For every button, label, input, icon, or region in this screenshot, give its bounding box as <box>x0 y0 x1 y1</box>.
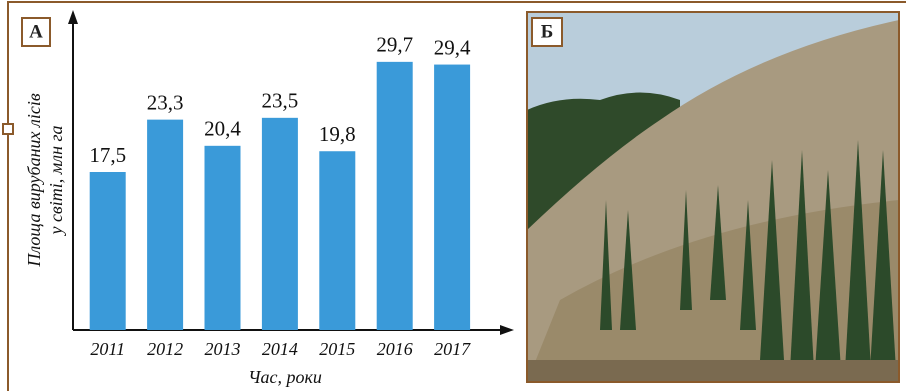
photo <box>526 11 900 383</box>
x-tick-label: 2015 <box>319 339 355 359</box>
bar <box>376 61 413 330</box>
bar <box>89 172 126 330</box>
x-tick-label: 2014 <box>262 339 298 359</box>
value-label: 17,5 <box>89 143 126 167</box>
panel-tag-box <box>21 17 51 47</box>
bar <box>261 117 298 330</box>
value-label: 19,8 <box>319 122 356 146</box>
bar <box>204 145 241 330</box>
panel-tag-box <box>531 17 563 47</box>
value-label: 20,4 <box>204 117 241 141</box>
bar <box>147 119 184 331</box>
frame-marker <box>2 123 14 135</box>
value-label: 23,5 <box>262 89 299 113</box>
panel-tag: Б <box>541 21 554 42</box>
x-axis-label: Час, роки <box>248 367 322 387</box>
bar <box>319 151 356 330</box>
y-axis-label: Площа вирубаних лісів <box>24 93 44 267</box>
x-axis-arrow <box>500 325 514 335</box>
frame <box>7 1 906 391</box>
x-tick-label: 2013 <box>205 339 241 359</box>
value-label: 23,3 <box>147 90 184 114</box>
bar <box>434 64 471 330</box>
x-tick-label: 2016 <box>377 339 413 359</box>
panel-tag: А <box>29 21 43 42</box>
y-axis-label: у світі, млн га <box>46 125 66 236</box>
x-tick-label: 2011 <box>90 339 125 359</box>
x-tick-label: 2017 <box>434 339 471 359</box>
x-tick-label: 2012 <box>147 339 183 359</box>
value-label: 29,7 <box>376 33 413 57</box>
value-label: 29,4 <box>434 35 471 59</box>
y-axis-arrow <box>68 10 78 24</box>
